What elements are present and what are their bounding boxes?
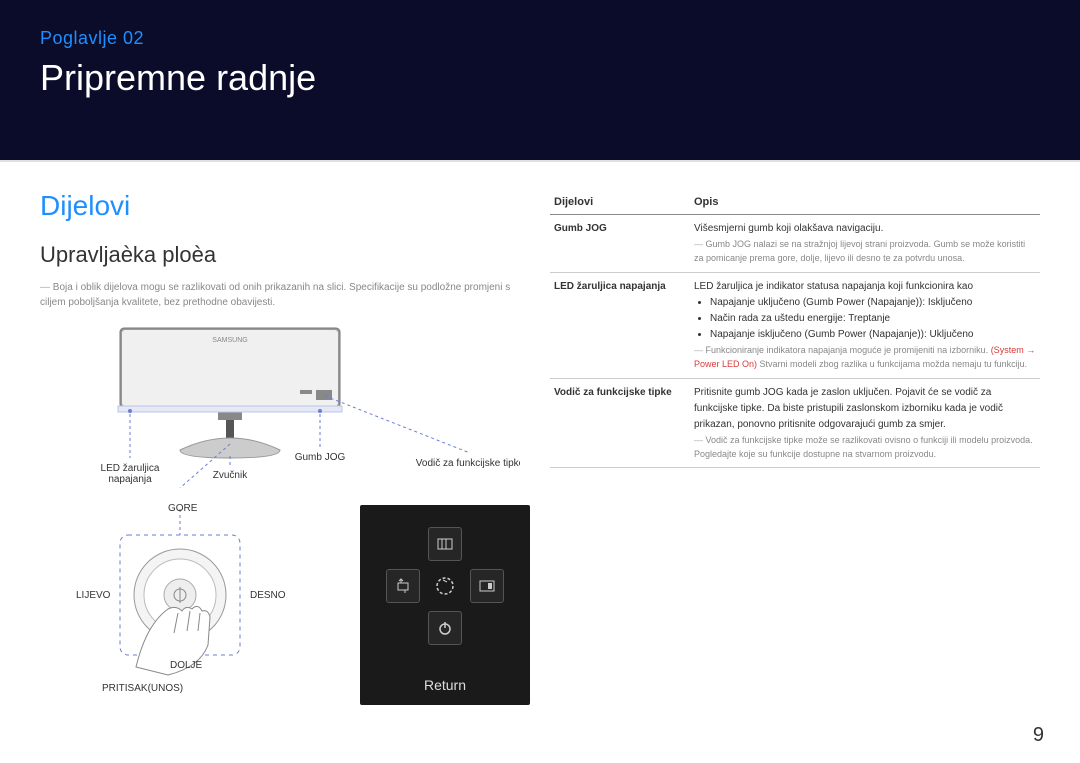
row-main-text: Pritisnite gumb JOG kada je zaslon uklju… [694,385,1036,433]
disclaimer-footnote: Boja i oblik dijelova mogu se razlikovat… [40,280,530,310]
fkg-center-icon [428,569,462,603]
subsection-title: Upravljaèka ploèa [40,242,530,268]
label-led: LED žaruljicanapajanja [101,463,160,485]
row-desc: Pritisnite gumb JOG kada je zaslon uklju… [690,378,1040,468]
row-note: Vodič za funkcijske tipke može se razlik… [694,433,1036,462]
fkg-return-label: Return [360,677,530,693]
page-number: 9 [1033,724,1044,747]
chapter-header: Poglavlje 02 Pripremne radnje [0,0,1080,160]
list-item: Napajanje uključeno (Gumb Power (Napajan… [710,295,1036,311]
jog-diagram: GORE DOLJE LIJEVO DESNO PRITISAK(UNOS) [40,505,320,705]
jog-down: DOLJE [170,660,202,671]
row-main-text: LED žaruljica je indikator statusa napaj… [694,279,1036,295]
table-row: Gumb JOG Višesmjerni gumb koji olakšava … [550,215,1040,273]
table-header-desc: Opis [690,190,1040,215]
list-item: Napajanje isključeno (Gumb Power (Napaja… [710,327,1036,343]
monitor-diagram: SAMSUNG LED žaruljicanapajanja Zvučnik G… [40,318,520,488]
chapter-title: Pripremne radnje [40,57,1040,99]
row-name: Vodič za funkcijske tipke [550,378,690,468]
label-fkg: Vodič za funkcijske tipke [416,458,520,469]
parts-table: Dijelovi Opis Gumb JOG Višesmjerni gumb … [550,190,1040,468]
brand-text: SAMSUNG [212,337,247,344]
table-row: Vodič za funkcijske tipke Pritisnite gum… [550,378,1040,468]
label-jog: Gumb JOG [295,452,346,463]
fkg-right-icon [470,569,504,603]
table-header-parts: Dijelovi [550,190,690,215]
section-title: Dijelovi [40,190,530,222]
chapter-label: Poglavlje 02 [40,28,1040,49]
jog-right: DESNO [250,590,286,601]
fkg-left-icon [386,569,420,603]
table-row: LED žaruljica napajanja LED žaruljica je… [550,272,1040,378]
jog-up: GORE [168,503,197,514]
row-desc: LED žaruljica je indikator statusa napaj… [690,272,1040,378]
list-item: Način rada za uštedu energije: Treptanje [710,311,1036,327]
row-bullets: Napajanje uključeno (Gumb Power (Napajan… [694,295,1036,343]
row-desc: Višesmjerni gumb koji olakšava navigacij… [690,215,1040,273]
row-name: Gumb JOG [550,215,690,273]
row-note: Funkcioniranje indikatora napajanja mogu… [694,343,1036,372]
jog-left: LIJEVO [76,590,110,601]
jog-press: PRITISAK(UNOS) [102,683,183,694]
function-key-guide: Return [360,505,530,705]
label-speaker: Zvučnik [213,470,248,481]
row-main-text: Višesmjerni gumb koji olakšava navigacij… [694,221,1036,237]
fkg-up-icon [428,527,462,561]
row-note: Gumb JOG nalazi se na stražnjoj lijevoj … [694,237,1036,266]
fkg-power-icon [428,611,462,645]
row-name: LED žaruljica napajanja [550,272,690,378]
